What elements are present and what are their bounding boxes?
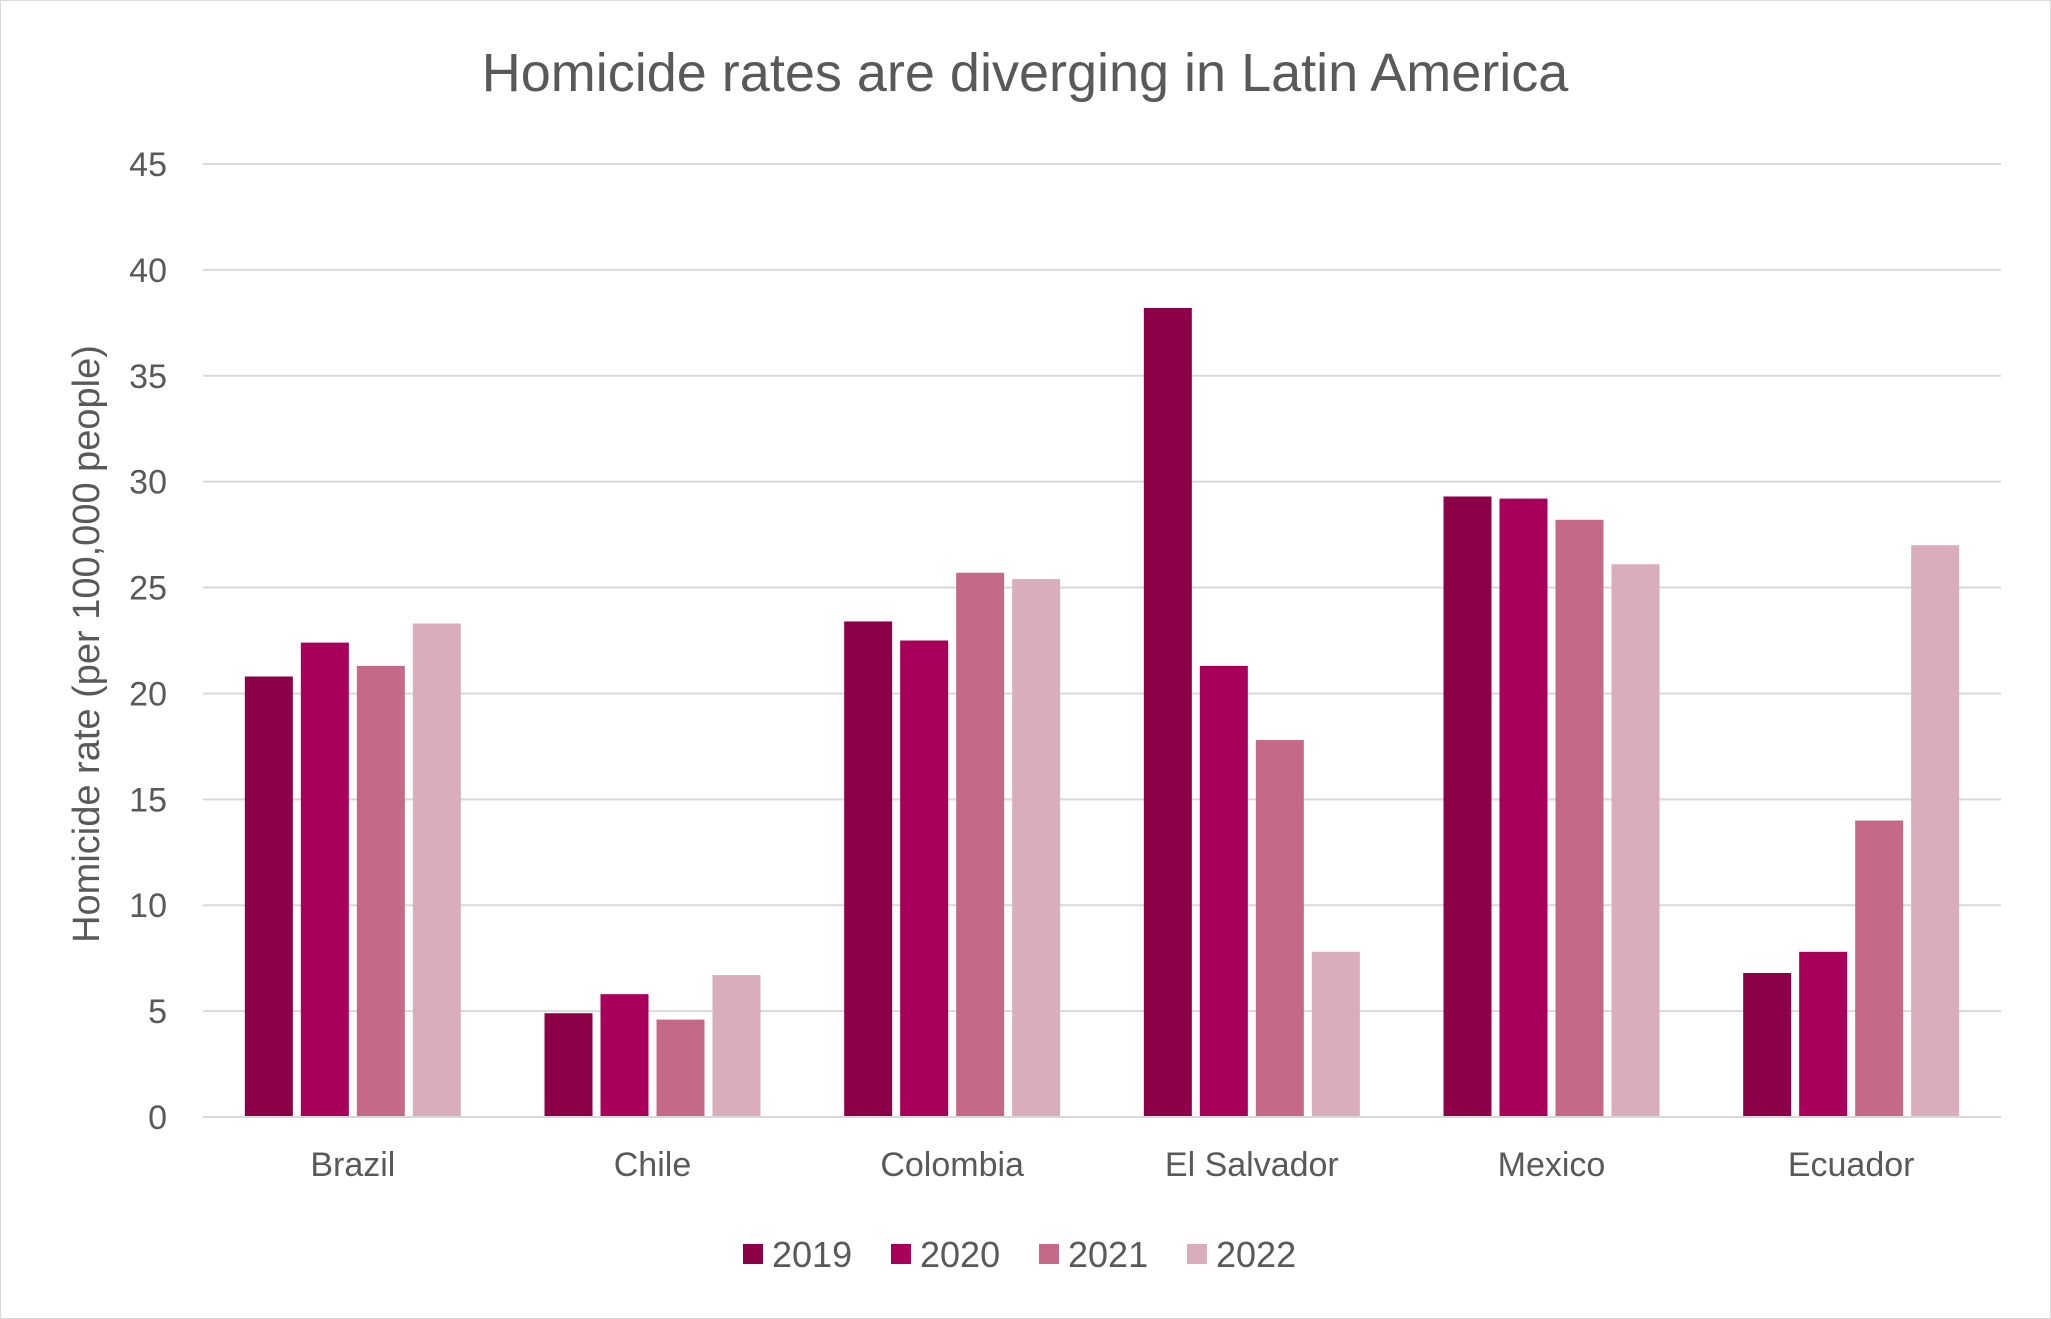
bar-2022-el-salvador — [1311, 951, 1360, 1117]
x-category-label: Colombia — [880, 1146, 1024, 1184]
bar-2022-brazil — [412, 623, 461, 1117]
legend-label: 2022 — [1216, 1234, 1296, 1275]
bar-2019-el-salvador — [1143, 308, 1192, 1117]
bar-2022-mexico — [1611, 564, 1660, 1117]
y-axis-title: Homicide rate (per 100,000 people) — [66, 345, 108, 943]
legend-swatch-2020 — [891, 1244, 911, 1264]
bar-2021-chile — [656, 1019, 705, 1117]
y-tick-label: 5 — [148, 993, 167, 1031]
y-tick-label: 0 — [148, 1099, 167, 1137]
bar-2021-brazil — [356, 665, 405, 1117]
legend-swatch-2021 — [1039, 1244, 1059, 1264]
y-tick-label: 35 — [129, 358, 167, 396]
bar-2019-mexico — [1443, 496, 1492, 1118]
bar-2020-chile — [600, 994, 649, 1117]
x-category-label: Mexico — [1498, 1146, 1606, 1184]
x-axis-category-labels: Brazil Chile Colombia El Salvador Mexico Ecua… — [310, 1146, 1914, 1184]
y-tick-label: 40 — [129, 252, 167, 290]
legend-label: 2019 — [772, 1234, 852, 1275]
bar-2021-el-salvador — [1255, 740, 1304, 1117]
bar-2022-ecuador — [1911, 545, 1960, 1117]
bar-2021-colombia — [956, 572, 1005, 1117]
bar-2019-brazil — [244, 676, 293, 1117]
bar-2019-ecuador — [1743, 972, 1792, 1117]
bar-2022-chile — [712, 975, 761, 1117]
bar-2022-colombia — [1012, 579, 1061, 1117]
chart-title: Homicide rates are diverging in Latin Am… — [482, 43, 1569, 103]
y-tick-label: 25 — [129, 570, 167, 608]
legend-label: 2020 — [920, 1234, 1000, 1275]
gridlines — [203, 163, 2001, 1013]
y-tick-label: 15 — [129, 781, 167, 819]
bar-2019-chile — [544, 1013, 593, 1117]
x-category-label: Chile — [614, 1146, 691, 1184]
bar-2020-el-salvador — [1199, 665, 1248, 1117]
y-tick-label: 45 — [129, 146, 167, 184]
x-category-label: Ecuador — [1788, 1146, 1915, 1184]
bar-2020-ecuador — [1799, 951, 1848, 1117]
bar-2020-mexico — [1499, 498, 1548, 1117]
legend-swatch-2022 — [1187, 1244, 1207, 1264]
y-axis-tick-labels: 0 5 10 15 20 25 30 35 40 45 — [129, 146, 167, 1137]
y-tick-label: 10 — [129, 887, 167, 925]
bar-2019-colombia — [844, 621, 893, 1117]
bars — [244, 308, 1960, 1118]
bar-2021-ecuador — [1855, 820, 1904, 1117]
x-category-label: El Salvador — [1165, 1146, 1339, 1184]
legend: 2019 2020 2021 2022 — [743, 1234, 1296, 1275]
y-tick-label: 30 — [129, 464, 167, 502]
x-category-label: Brazil — [310, 1146, 395, 1184]
legend-label: 2021 — [1068, 1234, 1148, 1275]
bar-2021-mexico — [1555, 519, 1604, 1117]
y-tick-label: 20 — [129, 675, 167, 713]
bar-2020-brazil — [300, 642, 349, 1117]
legend-swatch-2019 — [743, 1244, 763, 1264]
bar-2020-colombia — [900, 640, 949, 1117]
